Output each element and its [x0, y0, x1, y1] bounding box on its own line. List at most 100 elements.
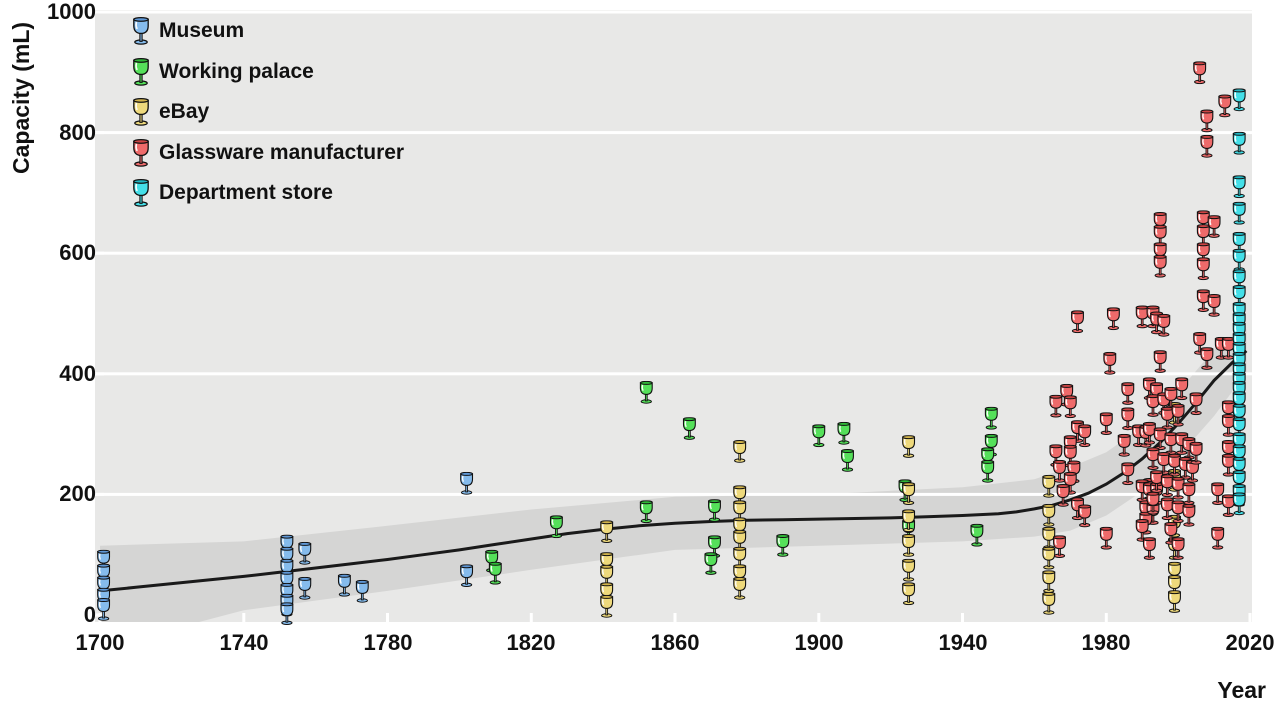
legend-label: Glassware manufacturer — [159, 140, 405, 164]
x-tick-label-1980: 1980 — [1081, 630, 1131, 655]
data-point — [1103, 351, 1117, 375]
data-point — [1070, 310, 1085, 334]
data-point — [1232, 201, 1246, 225]
data-point — [1193, 61, 1207, 85]
y-tick-600 — [95, 251, 104, 255]
gridline-1000 — [95, 10, 1252, 14]
data-point — [1232, 492, 1246, 516]
data-point — [1160, 474, 1174, 498]
data-point — [1221, 336, 1236, 360]
data-point — [1099, 412, 1113, 436]
data-point — [1221, 453, 1236, 477]
data-point — [1207, 215, 1221, 239]
data-point — [1189, 392, 1203, 416]
legend-item-museum: Museum — [132, 11, 404, 52]
wine-glass-icon — [132, 58, 150, 86]
data-point — [1153, 427, 1167, 451]
data-point — [1042, 474, 1056, 498]
x-tick-label-2020: 2020 — [1225, 630, 1275, 655]
x-tick-label-1780: 1780 — [363, 630, 413, 655]
y-tick-800 — [95, 131, 104, 135]
data-point — [733, 440, 747, 463]
data-point — [901, 482, 916, 506]
x-tick-2020 — [1248, 613, 1252, 622]
data-point — [1171, 500, 1185, 524]
data-point — [840, 449, 855, 472]
wine-glass-icon — [132, 98, 150, 126]
data-point — [1121, 462, 1135, 486]
x-tick-1900 — [817, 613, 821, 622]
y-tick-200 — [95, 492, 104, 496]
data-point — [488, 561, 502, 585]
data-point — [1117, 433, 1131, 457]
data-point — [704, 552, 718, 576]
data-point — [1042, 503, 1056, 527]
data-point — [1218, 94, 1232, 118]
data-point — [1157, 313, 1171, 337]
x-tick-label-1860: 1860 — [650, 630, 700, 655]
data-point — [639, 500, 653, 524]
data-point — [1200, 347, 1214, 371]
data-point — [1211, 482, 1225, 506]
data-point — [733, 576, 747, 600]
data-point — [1182, 482, 1196, 506]
data-point — [460, 564, 474, 588]
wine-glass-icon — [132, 179, 150, 207]
data-point — [1232, 175, 1246, 199]
y-tick-0 — [95, 613, 104, 617]
data-point — [1196, 257, 1210, 281]
y-axis-title: Capacity (mL) — [8, 21, 34, 174]
y-tick-label-400: 400 — [59, 361, 96, 386]
x-tick-label-1940: 1940 — [938, 630, 988, 655]
data-point — [549, 515, 564, 539]
data-point — [1232, 248, 1246, 272]
data-point — [981, 459, 995, 483]
y-tick-label-200: 200 — [59, 481, 96, 506]
x-tick-1780 — [386, 613, 389, 622]
data-point — [1221, 414, 1236, 437]
data-point — [355, 579, 369, 603]
data-point — [1042, 570, 1056, 594]
data-point — [1171, 403, 1185, 427]
data-point — [1175, 377, 1189, 401]
legend-label: eBay — [159, 100, 210, 124]
data-point — [1153, 350, 1167, 374]
x-tick-1860 — [673, 613, 677, 622]
data-point — [298, 541, 312, 565]
gridline-600 — [95, 251, 1252, 255]
data-point — [1135, 305, 1149, 329]
data-point — [1232, 131, 1246, 155]
data-point — [1207, 294, 1221, 317]
legend-item-glassware-manufacturer: Glassware manufacturer — [132, 133, 404, 174]
data-point — [1052, 459, 1067, 483]
data-point — [600, 594, 614, 618]
data-point — [1042, 591, 1056, 615]
data-point — [600, 520, 614, 544]
data-point — [901, 509, 916, 533]
data-point — [639, 380, 653, 404]
data-point — [337, 573, 351, 597]
y-tick-label-600: 600 — [59, 240, 96, 265]
y-tick-label-0: 0 — [83, 602, 96, 627]
data-point — [1200, 134, 1214, 158]
x-axis-title: Year — [1217, 677, 1266, 703]
data-point — [1164, 432, 1178, 456]
wine-glass-icon — [132, 139, 150, 167]
legend: Museum Working palace eBay Glassware manufa… — [132, 11, 404, 214]
x-tick-1980 — [1104, 613, 1108, 622]
data-point — [298, 576, 312, 600]
x-tick-label-1900: 1900 — [794, 630, 844, 655]
data-point — [1121, 382, 1135, 406]
data-point — [1153, 254, 1167, 278]
x-tick-label-1740: 1740 — [219, 630, 269, 655]
data-point — [812, 424, 826, 448]
legend-item-ebay: eBay — [132, 92, 404, 133]
data-point — [1142, 421, 1157, 445]
data-point — [1056, 484, 1070, 507]
data-point — [1171, 476, 1185, 500]
data-point — [1121, 407, 1135, 431]
data-point — [901, 582, 916, 606]
x-tick-1940 — [961, 613, 964, 622]
data-point — [984, 406, 998, 430]
